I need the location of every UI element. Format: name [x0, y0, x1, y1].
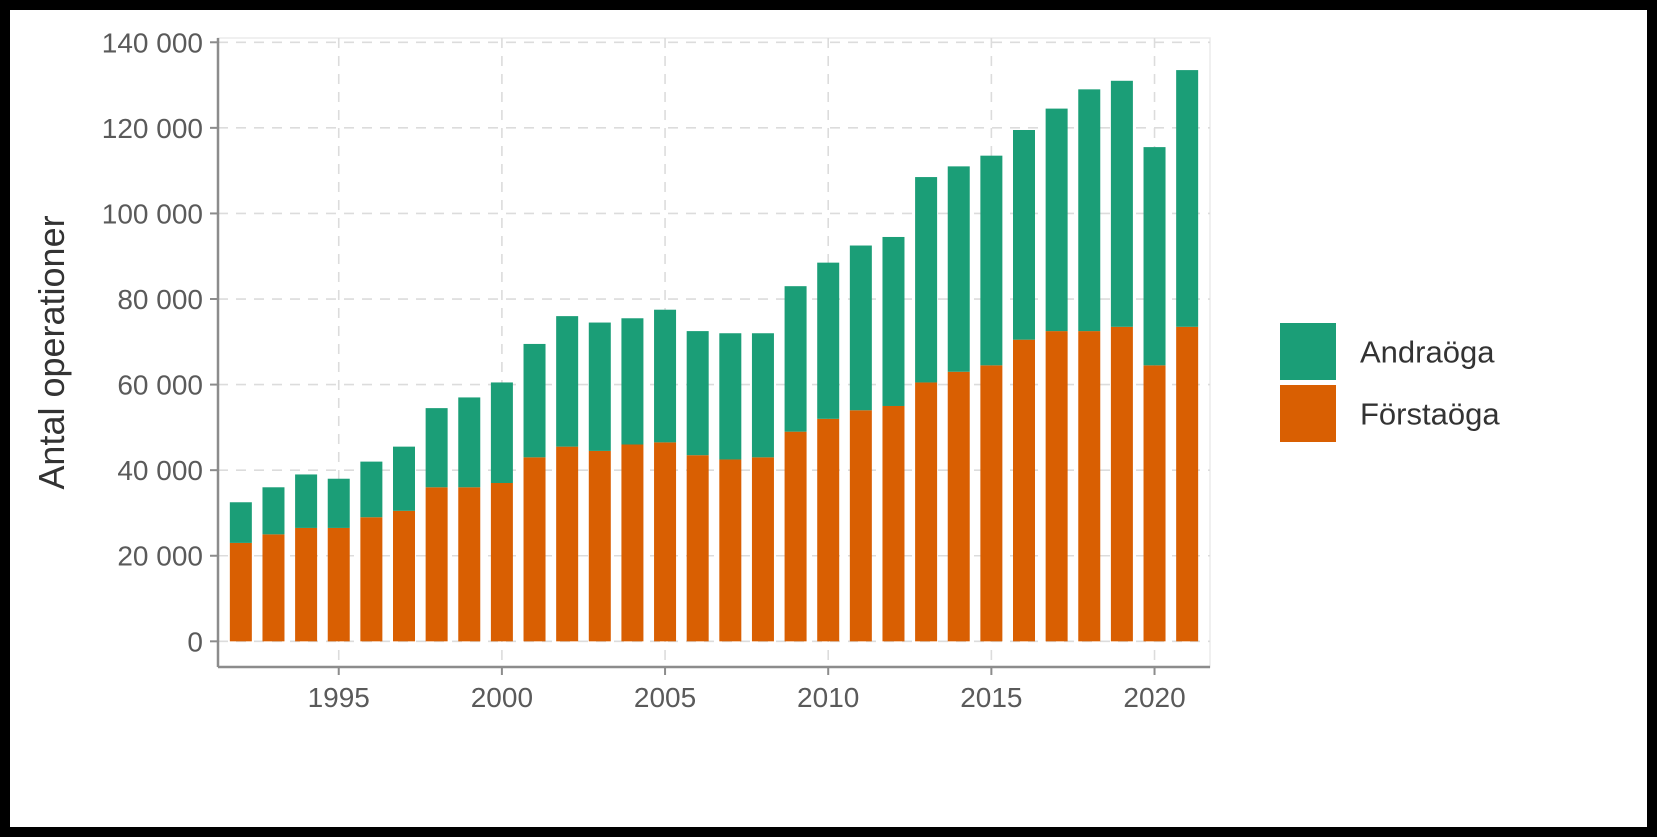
bar-frstaga-1997	[393, 510, 415, 642]
bar-andraga-2019	[1110, 80, 1133, 327]
tick-labels: 0 20 000 40 000 60 000 80 000 100 000 120 000 1…	[102, 27, 1186, 713]
bar-frstaga-2015	[980, 365, 1003, 642]
bar-andraga-1993	[262, 487, 285, 535]
bar-frstaga-2004	[621, 444, 644, 642]
stacked-bar-chart: 0 20 000 40 000 60 000 80 000 100 000 120 000 1…	[31, 27, 1500, 713]
bar-frstaga-2021	[1176, 326, 1199, 642]
bar-andraga-2003	[588, 322, 611, 451]
bar-frstaga-2007	[719, 459, 742, 642]
bar-andraga-2000	[490, 382, 513, 484]
bar-frstaga-2005	[654, 442, 677, 642]
bar-frstaga-1993	[262, 534, 285, 642]
bar-frstaga-1999	[458, 487, 481, 642]
axes	[216, 38, 1210, 669]
bar-frstaga-2018	[1078, 331, 1101, 642]
x-tick-label: 2005	[634, 682, 696, 713]
bar-andraga-2015	[980, 155, 1003, 366]
bar-andraga-2006	[686, 331, 709, 456]
bar-frstaga-2002	[556, 446, 579, 642]
bar-andraga-2012	[882, 236, 905, 406]
legend: Andraöga Förstaöga	[1280, 323, 1500, 442]
legend-key-1	[1280, 385, 1336, 442]
bar-frstaga-2016	[1013, 339, 1035, 642]
bar-frstaga-2010	[817, 418, 840, 642]
bar-andraga-2005	[654, 309, 677, 443]
bar-andraga-2008	[751, 333, 774, 458]
bar-andraga-1996	[360, 461, 383, 518]
bar-frstaga-2013	[915, 382, 938, 642]
chart-frame: 0 20 000 40 000 60 000 80 000 100 000 120 000 1…	[10, 10, 1647, 827]
x-tick-label: 1995	[308, 682, 370, 713]
y-tick-label: 100 000	[102, 198, 203, 229]
bar-frstaga-2009	[784, 431, 807, 642]
bar-andraga-1995	[327, 478, 350, 528]
bar-frstaga-2008	[751, 457, 774, 642]
bar-frstaga-2019	[1110, 326, 1133, 642]
bar-andraga-2010	[817, 262, 840, 419]
bar-frstaga-2003	[588, 450, 611, 642]
y-tick-label: 60 000	[117, 370, 203, 401]
bar-frstaga-2011	[849, 410, 872, 642]
bar-frstaga-1998	[425, 487, 448, 642]
bar-andraga-2014	[947, 166, 970, 372]
y-tick-label: 0	[187, 626, 203, 657]
bar-andraga-2004	[621, 318, 644, 445]
y-axis-title: Antal operationer	[31, 215, 72, 489]
y-tick-label: 80 000	[117, 284, 203, 315]
y-tick-label: 140 000	[102, 27, 203, 58]
y-tick-label: 120 000	[102, 113, 203, 144]
bar-andraga-2013	[915, 177, 938, 383]
bar-andraga-1992	[229, 502, 252, 543]
bar-andraga-2007	[719, 333, 742, 460]
bars	[229, 70, 1199, 642]
legend-label-0: Andraöga	[1360, 335, 1495, 370]
bar-andraga-2020	[1143, 147, 1166, 366]
bar-andraga-2016	[1013, 129, 1035, 340]
bar-andraga-2009	[784, 286, 807, 432]
y-tick-label: 20 000	[117, 541, 203, 572]
bar-andraga-1994	[295, 474, 318, 528]
x-tick-label: 2010	[797, 682, 859, 713]
bar-frstaga-2006	[686, 455, 709, 642]
bar-andraga-2017	[1045, 108, 1068, 332]
x-tick-label: 2020	[1123, 682, 1185, 713]
bar-frstaga-1992	[229, 542, 252, 642]
bar-andraga-1997	[393, 446, 415, 511]
bar-andraga-1999	[458, 397, 481, 488]
bar-andraga-1998	[425, 408, 448, 488]
bar-andraga-2002	[556, 316, 579, 447]
y-tick-label: 40 000	[117, 455, 203, 486]
x-tick-label: 2000	[471, 682, 533, 713]
bar-andraga-2011	[849, 245, 872, 411]
x-tick-label: 2015	[960, 682, 1022, 713]
bar-frstaga-1994	[295, 527, 318, 642]
bar-frstaga-1995	[327, 527, 350, 642]
bar-frstaga-2000	[490, 483, 513, 642]
bar-frstaga-2012	[882, 405, 905, 642]
bar-frstaga-2014	[947, 371, 970, 642]
legend-label-1: Förstaöga	[1360, 397, 1500, 432]
bar-andraga-2021	[1176, 70, 1199, 327]
legend-key-0	[1280, 323, 1336, 380]
bar-frstaga-1996	[360, 517, 383, 642]
bar-frstaga-2001	[523, 457, 546, 642]
bar-andraga-2018	[1078, 89, 1101, 332]
bar-frstaga-2017	[1045, 331, 1068, 642]
bar-andraga-2001	[523, 343, 546, 458]
bar-frstaga-2020	[1143, 365, 1166, 642]
